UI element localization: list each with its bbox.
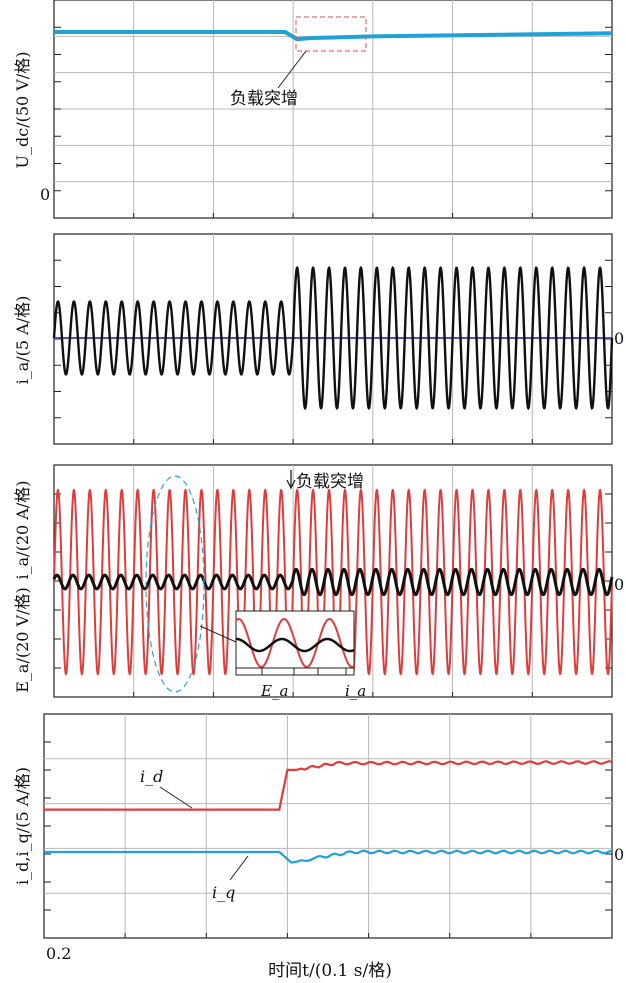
panel-udc-series [54, 30, 613, 42]
label-pointer-iq [229, 855, 249, 881]
label-pointer-id [159, 786, 193, 809]
panel-idq-series [44, 760, 613, 864]
x-start-label: 0.2 [46, 944, 71, 963]
series-label-id: i_d [140, 767, 163, 786]
ia-waveform [52, 265, 614, 411]
y-axis-label-udc: U_dc/(50 V/格) [13, 52, 32, 169]
panel-ea-ia-series [52, 488, 614, 676]
inset-label-ia: i_a [345, 682, 366, 700]
inset-series [235, 618, 355, 675]
panel-udc: 负载突增 0 U_dc/(50 V/格) [13, 0, 613, 219]
right-tick-zero: 0 [614, 329, 624, 348]
inset-ia-waveform [235, 637, 355, 653]
right-tick-zero-4: 0 [614, 845, 624, 864]
panel-idq-grid [44, 714, 612, 938]
y-axis-label-ia20: i_a/(20 A/格) [13, 481, 32, 580]
inset-ea-waveform [235, 618, 355, 669]
y-axis-label-ia: i_a/(5 A/格) [13, 296, 32, 385]
series-id-line [44, 760, 613, 811]
inset-label-ea: E_a [260, 682, 288, 700]
udc-line [54, 30, 613, 42]
annotation-load-step-2: 负载突增 [296, 472, 364, 492]
y-axis-label-idq: i_d,i_q/(5 A/格) [13, 767, 32, 885]
annotation-load-step: 负载突增 [230, 89, 298, 109]
y-axis-label-ea: E_a/(20 V/格) [13, 587, 32, 693]
annotation-arrow [286, 470, 296, 490]
highlight-ellipse [145, 475, 205, 693]
right-tick-zero-3: 0 [614, 575, 624, 594]
zoom-inset [235, 610, 355, 676]
load-step-highlight-box [295, 16, 367, 52]
y-tick-zero: 0 [40, 185, 50, 204]
panel-ia-series [52, 265, 614, 411]
series-iq-line [44, 849, 613, 864]
series-label-iq: i_q [212, 883, 235, 902]
panel-ea-ia: E_a i_a 负载突增 0 i_a/(20 A/格) E_a/(20 V/格) [13, 464, 624, 700]
inset-pointer [199, 625, 237, 643]
annotation-pointer [277, 50, 307, 89]
panel-idq: i_d i_q 0 i_d,i_q/(5 A/格) [13, 713, 624, 939]
ia-waveform-scaled [52, 567, 614, 597]
panel-ia: 0 i_a/(5 A/格) [13, 233, 624, 445]
panel-idq-frame [43, 713, 613, 939]
x-axis-label: 时间t/(0.1 s/格) [268, 961, 392, 981]
